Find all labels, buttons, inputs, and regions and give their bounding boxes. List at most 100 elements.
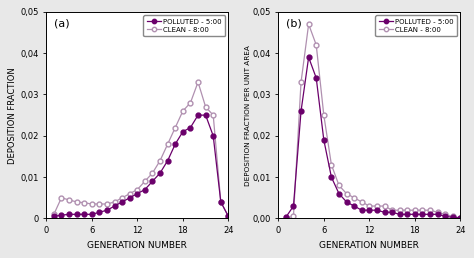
CLEAN - 8:00 — [427, 209, 433, 212]
POLLUTED - 5:00 — [298, 109, 304, 112]
POLLUTED - 5:00 — [203, 114, 209, 117]
POLLUTED - 5:00 — [180, 130, 186, 133]
POLLUTED - 5:00 — [366, 209, 372, 212]
POLLUTED - 5:00 — [412, 213, 418, 216]
Line: POLLUTED - 5:00: POLLUTED - 5:00 — [283, 55, 463, 221]
CLEAN - 8:00 — [142, 180, 148, 183]
POLLUTED - 5:00 — [450, 216, 456, 219]
CLEAN - 8:00 — [226, 215, 231, 218]
POLLUTED - 5:00 — [127, 196, 133, 199]
POLLUTED - 5:00 — [142, 188, 148, 191]
CLEAN - 8:00 — [210, 114, 216, 117]
CLEAN - 8:00 — [435, 211, 440, 214]
POLLUTED - 5:00 — [442, 215, 448, 218]
POLLUTED - 5:00 — [419, 213, 425, 216]
CLEAN - 8:00 — [374, 205, 380, 208]
CLEAN - 8:00 — [351, 196, 357, 199]
CLEAN - 8:00 — [306, 23, 311, 26]
Text: (b): (b) — [285, 18, 301, 28]
POLLUTED - 5:00 — [150, 180, 155, 183]
POLLUTED - 5:00 — [74, 213, 80, 216]
CLEAN - 8:00 — [419, 209, 425, 212]
POLLUTED - 5:00 — [457, 216, 463, 220]
CLEAN - 8:00 — [119, 196, 125, 199]
CLEAN - 8:00 — [51, 213, 57, 216]
CLEAN - 8:00 — [404, 209, 410, 212]
CLEAN - 8:00 — [412, 209, 418, 212]
CLEAN - 8:00 — [313, 43, 319, 46]
CLEAN - 8:00 — [127, 192, 133, 195]
CLEAN - 8:00 — [450, 215, 456, 218]
POLLUTED - 5:00 — [344, 200, 349, 204]
CLEAN - 8:00 — [82, 201, 87, 204]
POLLUTED - 5:00 — [397, 213, 402, 216]
POLLUTED - 5:00 — [359, 209, 365, 212]
POLLUTED - 5:00 — [112, 205, 118, 208]
POLLUTED - 5:00 — [157, 172, 163, 175]
CLEAN - 8:00 — [457, 216, 463, 220]
Line: POLLUTED - 5:00: POLLUTED - 5:00 — [51, 113, 231, 219]
X-axis label: GENERATION NUMBER: GENERATION NUMBER — [319, 241, 419, 250]
POLLUTED - 5:00 — [374, 209, 380, 212]
POLLUTED - 5:00 — [89, 213, 95, 216]
Line: CLEAN - 8:00: CLEAN - 8:00 — [283, 22, 463, 221]
CLEAN - 8:00 — [366, 205, 372, 208]
CLEAN - 8:00 — [104, 203, 110, 206]
POLLUTED - 5:00 — [321, 138, 327, 141]
POLLUTED - 5:00 — [351, 205, 357, 208]
POLLUTED - 5:00 — [135, 192, 140, 195]
POLLUTED - 5:00 — [336, 192, 342, 195]
CLEAN - 8:00 — [97, 203, 102, 206]
CLEAN - 8:00 — [218, 200, 224, 204]
POLLUTED - 5:00 — [104, 209, 110, 212]
X-axis label: GENERATION NUMBER: GENERATION NUMBER — [87, 241, 187, 250]
POLLUTED - 5:00 — [188, 126, 193, 129]
CLEAN - 8:00 — [359, 200, 365, 204]
POLLUTED - 5:00 — [66, 213, 72, 216]
CLEAN - 8:00 — [165, 142, 171, 146]
CLEAN - 8:00 — [283, 216, 289, 220]
Text: (a): (a) — [54, 18, 69, 28]
CLEAN - 8:00 — [173, 126, 178, 129]
POLLUTED - 5:00 — [82, 213, 87, 216]
CLEAN - 8:00 — [203, 105, 209, 108]
POLLUTED - 5:00 — [382, 211, 387, 214]
POLLUTED - 5:00 — [165, 159, 171, 162]
Y-axis label: DEPOSITION FRACTION: DEPOSITION FRACTION — [9, 67, 18, 164]
CLEAN - 8:00 — [180, 109, 186, 112]
Legend: POLLUTED - 5:00, CLEAN - 8:00: POLLUTED - 5:00, CLEAN - 8:00 — [375, 15, 457, 36]
CLEAN - 8:00 — [66, 198, 72, 201]
Y-axis label: DEPOSITION FRACTION PER UNIT AREA: DEPOSITION FRACTION PER UNIT AREA — [245, 45, 251, 186]
CLEAN - 8:00 — [389, 209, 395, 212]
CLEAN - 8:00 — [74, 200, 80, 204]
CLEAN - 8:00 — [344, 192, 349, 195]
CLEAN - 8:00 — [336, 184, 342, 187]
POLLUTED - 5:00 — [389, 211, 395, 214]
POLLUTED - 5:00 — [59, 214, 64, 217]
CLEAN - 8:00 — [397, 209, 402, 212]
POLLUTED - 5:00 — [427, 213, 433, 216]
POLLUTED - 5:00 — [210, 134, 216, 137]
CLEAN - 8:00 — [291, 215, 296, 218]
POLLUTED - 5:00 — [291, 205, 296, 208]
Legend: POLLUTED - 5:00, CLEAN - 8:00: POLLUTED - 5:00, CLEAN - 8:00 — [143, 15, 225, 36]
CLEAN - 8:00 — [321, 114, 327, 117]
POLLUTED - 5:00 — [404, 213, 410, 216]
CLEAN - 8:00 — [328, 163, 334, 166]
POLLUTED - 5:00 — [195, 114, 201, 117]
CLEAN - 8:00 — [195, 80, 201, 84]
CLEAN - 8:00 — [382, 205, 387, 208]
CLEAN - 8:00 — [188, 101, 193, 104]
CLEAN - 8:00 — [59, 196, 64, 199]
POLLUTED - 5:00 — [173, 142, 178, 146]
POLLUTED - 5:00 — [218, 200, 224, 204]
POLLUTED - 5:00 — [51, 215, 57, 218]
POLLUTED - 5:00 — [328, 176, 334, 179]
CLEAN - 8:00 — [89, 203, 95, 206]
CLEAN - 8:00 — [112, 200, 118, 204]
CLEAN - 8:00 — [298, 80, 304, 84]
POLLUTED - 5:00 — [97, 211, 102, 214]
POLLUTED - 5:00 — [226, 215, 231, 218]
POLLUTED - 5:00 — [306, 56, 311, 59]
POLLUTED - 5:00 — [283, 216, 289, 219]
